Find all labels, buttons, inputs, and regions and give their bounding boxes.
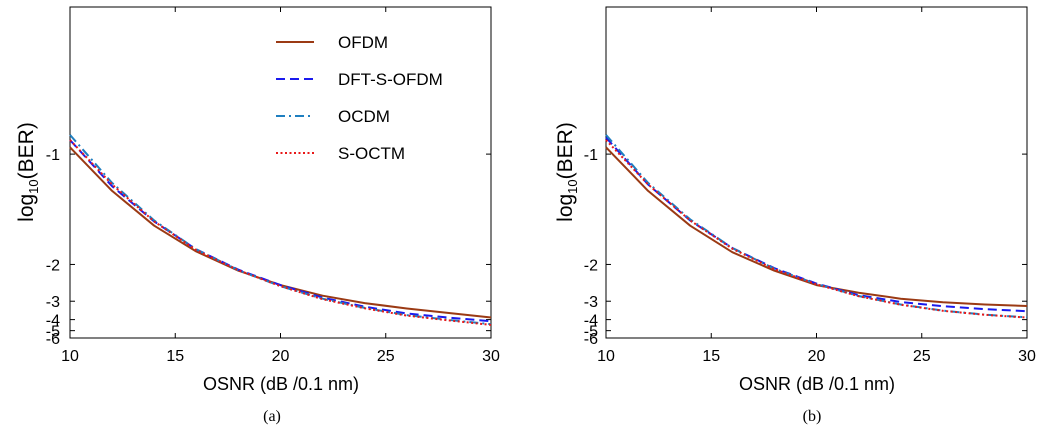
legend-label: S-OCTM bbox=[338, 144, 405, 163]
x-tick-label: 15 bbox=[702, 348, 720, 365]
y-axis-title-base: log bbox=[15, 194, 38, 222]
x-tick-label: 20 bbox=[272, 348, 290, 365]
y-tick-label: -2 bbox=[584, 257, 598, 274]
x-tick-labels: 10 15 20 25 30 bbox=[597, 348, 1036, 365]
plot-frame bbox=[605, 6, 1028, 339]
caption-a: (a) bbox=[263, 408, 281, 425]
y-axis-title: log10(BER) bbox=[15, 122, 41, 222]
series-lines bbox=[605, 134, 1028, 319]
x-tick-label: 10 bbox=[597, 348, 615, 365]
y-ticks bbox=[606, 153, 1027, 339]
y-tick-label: -6 bbox=[584, 331, 598, 348]
y-tick-label: -5 bbox=[46, 324, 60, 341]
y-tick-label: -3 bbox=[46, 294, 60, 311]
legend-label: OCDM bbox=[338, 107, 390, 126]
series-line-s-octm bbox=[605, 139, 1028, 319]
x-ticks bbox=[69, 7, 492, 338]
y-tick-labels: -1 -2 -3 -4-5-6 bbox=[584, 147, 598, 348]
series-line-ocdm bbox=[69, 134, 492, 326]
y-axis-title-rest: (BER) bbox=[15, 122, 38, 179]
x-axis-title: OSNR (dB /0.1 nm) bbox=[203, 374, 359, 394]
series-line-dft-s-ofdm bbox=[69, 139, 492, 323]
y-tick-label: -5 bbox=[584, 324, 598, 341]
y-tick-label: -2 bbox=[46, 257, 60, 274]
y-tick-label: -1 bbox=[46, 147, 60, 164]
chart-panel-b: 10 15 20 25 30 -1 -2 -3 -4-5-6 OSNR (dB /0.1 nm… bbox=[554, 6, 1036, 425]
y-tick-label: -4 bbox=[584, 313, 598, 330]
x-tick-label: 25 bbox=[913, 348, 931, 365]
y-axis-title-base: log bbox=[554, 194, 577, 222]
y-tick-labels: -1 -2 -3 -4-5-6 bbox=[46, 147, 60, 348]
y-tick-label: -4 bbox=[46, 313, 60, 330]
legend-label: OFDM bbox=[338, 33, 388, 52]
x-ticks bbox=[605, 7, 1028, 338]
x-tick-label: 15 bbox=[166, 348, 184, 365]
x-tick-label: 30 bbox=[482, 348, 500, 365]
x-tick-label: 25 bbox=[377, 348, 395, 365]
y-axis-title-rest: (BER) bbox=[554, 122, 577, 179]
y-tick-label: -6 bbox=[46, 331, 60, 348]
chart-panel-a: 10 15 20 25 30 -1 -2 -3 -4-5-6 OSNR (dB /0.1 nm… bbox=[15, 6, 500, 425]
x-tick-label: 10 bbox=[61, 348, 79, 365]
legend-label: DFT-S-OFDM bbox=[338, 70, 443, 89]
y-axis-title-subscript: 10 bbox=[26, 179, 41, 193]
series-lines bbox=[69, 134, 492, 326]
legend: OFDM DFT-S-OFDM OCDM S-OCTM bbox=[276, 33, 443, 163]
y-tick-label: -3 bbox=[584, 294, 598, 311]
x-tick-label: 20 bbox=[808, 348, 826, 365]
x-tick-label: 30 bbox=[1018, 348, 1036, 365]
plot-frame bbox=[69, 6, 492, 339]
y-axis-title: log10(BER) bbox=[554, 122, 580, 222]
x-tick-labels: 10 15 20 25 30 bbox=[61, 348, 500, 365]
caption-b: (b) bbox=[803, 408, 822, 425]
y-axis-title-subscript: 10 bbox=[565, 179, 580, 193]
x-axis-title: OSNR (dB /0.1 nm) bbox=[739, 374, 895, 394]
series-line-ofdm bbox=[605, 146, 1028, 307]
y-ticks bbox=[70, 153, 491, 339]
y-tick-label: -1 bbox=[584, 147, 598, 164]
